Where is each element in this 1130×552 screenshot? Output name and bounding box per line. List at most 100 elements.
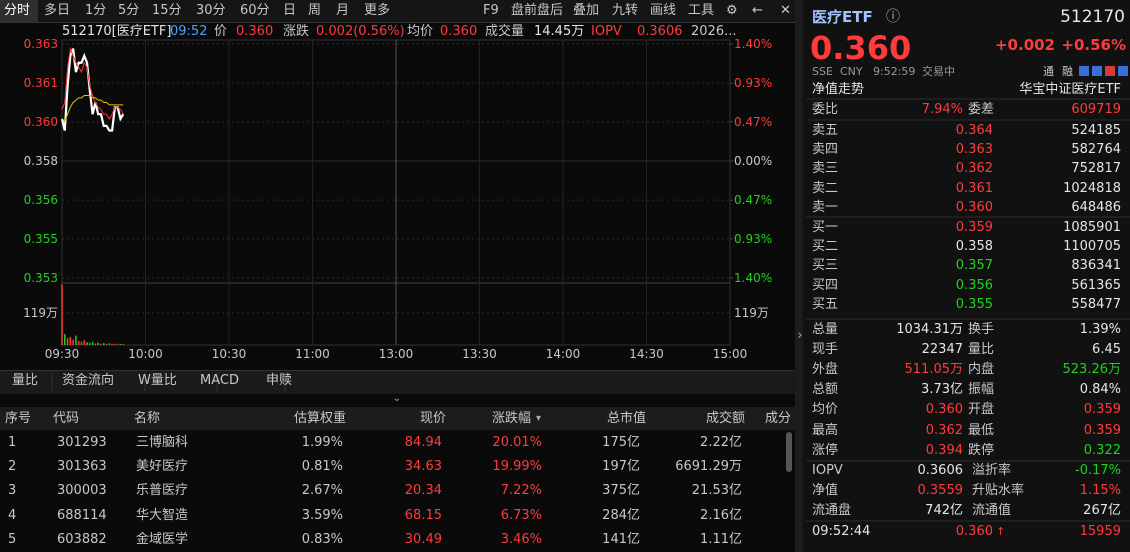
quote-meta: 交易中: [922, 65, 955, 78]
indicator-tab[interactable]: MACD: [200, 373, 239, 388]
settings-icon[interactable]: ⚙: [726, 3, 738, 18]
action-icon[interactable]: [1092, 66, 1102, 76]
ratio-label: 委比: [812, 102, 839, 117]
tab[interactable]: 5分: [118, 3, 140, 18]
x-tick-label: 13:00: [378, 347, 414, 361]
level-price: 0.361: [955, 180, 993, 196]
tab[interactable]: 15分: [152, 3, 182, 18]
x-tick-label: 10:30: [211, 347, 247, 361]
column-header[interactable]: 涨跌幅: [491, 411, 531, 426]
toolbar-bg: [0, 0, 795, 23]
table-cell: 金域医学: [136, 531, 189, 547]
x-tick-label: 11:00: [295, 347, 330, 361]
tool-button[interactable]: 叠加: [573, 3, 600, 18]
tool-button[interactable]: 盘前盘后: [511, 3, 564, 18]
tab[interactable]: 30分: [196, 3, 226, 18]
tab[interactable]: 月: [336, 3, 350, 18]
stat-label: 涨停: [812, 442, 839, 458]
diff-label: 委差: [968, 102, 995, 117]
stat-value: 511.05万: [904, 362, 964, 378]
stat-value: 0.84%: [1079, 382, 1121, 398]
column-header[interactable]: 代码: [53, 411, 80, 426]
level-price: 0.355: [955, 296, 993, 312]
table-cell: 141亿: [602, 531, 640, 547]
table-cell: 175亿: [602, 435, 640, 450]
table-cell: 2: [8, 459, 17, 475]
last-price: 0.360: [810, 29, 912, 67]
level-price: 0.359: [955, 220, 993, 235]
y2-tick-label: 0.47%: [734, 193, 773, 208]
stat-label: 均价: [812, 402, 839, 418]
tool-button[interactable]: 画线: [650, 3, 677, 18]
info-item: 涨跌: [283, 24, 310, 39]
tab[interactable]: 多日: [44, 3, 71, 18]
table-header-bg: [0, 407, 795, 430]
y2-tick-label: 0.93%: [734, 76, 773, 91]
info-icon[interactable]: ⓘ: [886, 9, 900, 25]
info-item: 09:52: [170, 24, 208, 39]
indicator-tab[interactable]: 申赎: [266, 373, 293, 388]
nav-label: 溢折率: [972, 463, 1012, 478]
indicator-tab[interactable]: 资金流向: [62, 373, 115, 388]
indicator-tab[interactable]: 量比: [12, 373, 39, 388]
tab[interactable]: 60分: [240, 3, 270, 18]
action-icon[interactable]: [1105, 66, 1115, 76]
column-header[interactable]: 名称: [134, 411, 161, 426]
table-cell: 1: [8, 435, 17, 450]
ratio-value: 7.94%: [921, 102, 963, 117]
level-price: 0.363: [955, 142, 993, 158]
stat-label: 跌停: [968, 442, 995, 458]
tool-button[interactable]: 工具: [688, 3, 715, 18]
column-header[interactable]: 成交额: [705, 411, 745, 426]
tab[interactable]: 周: [308, 3, 322, 18]
price-change: +0.002: [994, 36, 1055, 54]
stat-value: 3.73亿: [921, 382, 963, 398]
sort-icon[interactable]: ▾: [536, 413, 542, 424]
info-item: 2026...: [691, 24, 737, 39]
action-icon[interactable]: [1118, 66, 1128, 76]
tool-button[interactable]: F9: [483, 3, 499, 18]
trade-volume: 15959: [1079, 524, 1121, 539]
level-price: 0.356: [955, 277, 993, 293]
column-header[interactable]: 序号: [5, 411, 32, 426]
nav-link[interactable]: 净值走势: [812, 82, 865, 97]
collapse-arrow[interactable]: ›: [797, 328, 803, 343]
x-tick-label: 15:00: [712, 347, 748, 361]
scrollbar[interactable]: [786, 432, 792, 472]
nav-label: 升贴水率: [972, 483, 1025, 498]
tab[interactable]: 分时: [4, 3, 31, 18]
column-header[interactable]: 成分: [765, 411, 792, 426]
level-volume: 752817: [1071, 161, 1121, 177]
y2-tick-label: 1.40%: [734, 271, 773, 285]
stat-label: 总额: [812, 382, 839, 398]
indicator-tab[interactable]: W量比: [138, 373, 177, 388]
action-icon[interactable]: [1079, 66, 1089, 76]
level-price: 0.358: [955, 239, 993, 255]
close-icon[interactable]: ✕: [780, 3, 791, 18]
table-cell: 3.59%: [301, 507, 343, 523]
quote-meta: CNY: [840, 65, 863, 78]
diff-value: 609719: [1071, 102, 1121, 117]
level-volume: 1024818: [1063, 180, 1121, 196]
table-cell: 7.22%: [500, 483, 542, 499]
tab[interactable]: 日: [283, 3, 297, 18]
table-cell: 21.53亿: [691, 483, 742, 499]
tool-button[interactable]: 九转: [612, 3, 639, 18]
table-cell: 3: [8, 483, 17, 499]
column-header[interactable]: 现价: [419, 411, 446, 426]
level-volume: 524185: [1071, 123, 1121, 138]
stat-value: 22347: [921, 342, 963, 358]
level-label: 卖五: [812, 123, 839, 138]
column-header[interactable]: 总市值: [606, 411, 646, 426]
back-icon[interactable]: ←: [752, 3, 763, 18]
info-item: IOPV: [591, 24, 622, 39]
table-cell: 2.67%: [301, 483, 343, 499]
column-header[interactable]: 估算权重: [293, 411, 346, 426]
table-cell: 4: [8, 507, 17, 523]
expand-arrow[interactable]: ⌄: [392, 393, 402, 404]
stat-value: 0.359: [1083, 422, 1121, 438]
tab[interactable]: 1分: [85, 3, 107, 18]
tab[interactable]: 更多: [364, 3, 391, 18]
table-cell: 6691.29万: [675, 459, 742, 475]
y-tick-label: 0.358: [23, 154, 58, 168]
